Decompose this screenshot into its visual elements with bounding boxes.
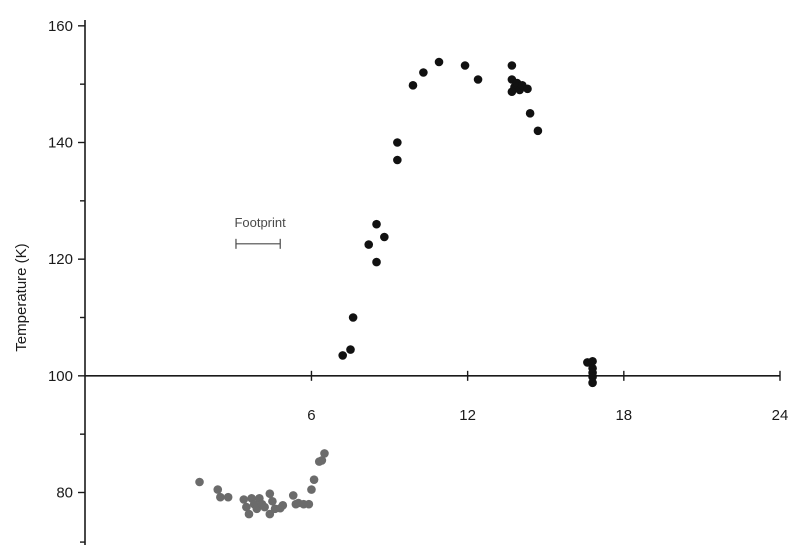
data-point	[239, 495, 249, 504]
data-point	[380, 232, 389, 242]
y-tick-label: 80	[56, 485, 73, 502]
data-point	[216, 492, 225, 502]
axes-layer: 80 100 120 140 160 6 12 18 24 Temperature (K)	[13, 18, 788, 545]
data-point	[265, 509, 275, 519]
data-point	[304, 499, 314, 509]
data-point	[309, 475, 319, 484]
x-tick-label: 18	[615, 407, 632, 424]
data-point	[320, 449, 329, 458]
data-point	[393, 138, 402, 147]
data-point	[419, 68, 428, 77]
data-point	[460, 61, 470, 70]
data-point	[307, 485, 316, 494]
data-point	[434, 57, 444, 67]
y-tick-label: 120	[48, 251, 73, 268]
data-point	[317, 456, 327, 465]
data-point	[523, 84, 532, 94]
data-point	[268, 496, 277, 506]
data-point	[288, 491, 298, 500]
data-point	[533, 126, 543, 136]
x-tick-label: 24	[772, 407, 789, 424]
x-tick-label: 6	[307, 407, 315, 424]
data-point	[244, 509, 254, 519]
data-point	[346, 345, 355, 354]
data-point	[507, 61, 517, 70]
data-point	[364, 240, 374, 249]
data-point	[278, 501, 288, 510]
data-point	[372, 257, 381, 267]
points-layer	[195, 57, 597, 519]
data-point	[348, 313, 358, 322]
data-point	[260, 502, 269, 512]
data-point	[525, 109, 535, 118]
x-tick-label: 12	[459, 407, 476, 424]
data-point	[473, 75, 483, 84]
y-tick-label: 100	[48, 368, 73, 385]
data-point	[507, 87, 517, 97]
data-point	[242, 502, 251, 512]
data-point	[213, 485, 223, 494]
data-point	[393, 155, 402, 165]
y-tick-label: 140	[48, 135, 73, 152]
data-point	[408, 81, 418, 90]
footprint-label: Footprint	[234, 215, 286, 230]
data-point	[372, 219, 381, 229]
data-point	[338, 351, 347, 360]
data-point	[588, 378, 597, 388]
y-tick-label: 160	[48, 18, 73, 35]
data-point	[588, 356, 597, 366]
data-point	[223, 492, 233, 502]
annotation-layer: Footprint	[234, 215, 286, 249]
data-point	[265, 489, 275, 498]
data-point	[195, 477, 204, 487]
y-axis-title: Temperature (K)	[13, 243, 30, 351]
